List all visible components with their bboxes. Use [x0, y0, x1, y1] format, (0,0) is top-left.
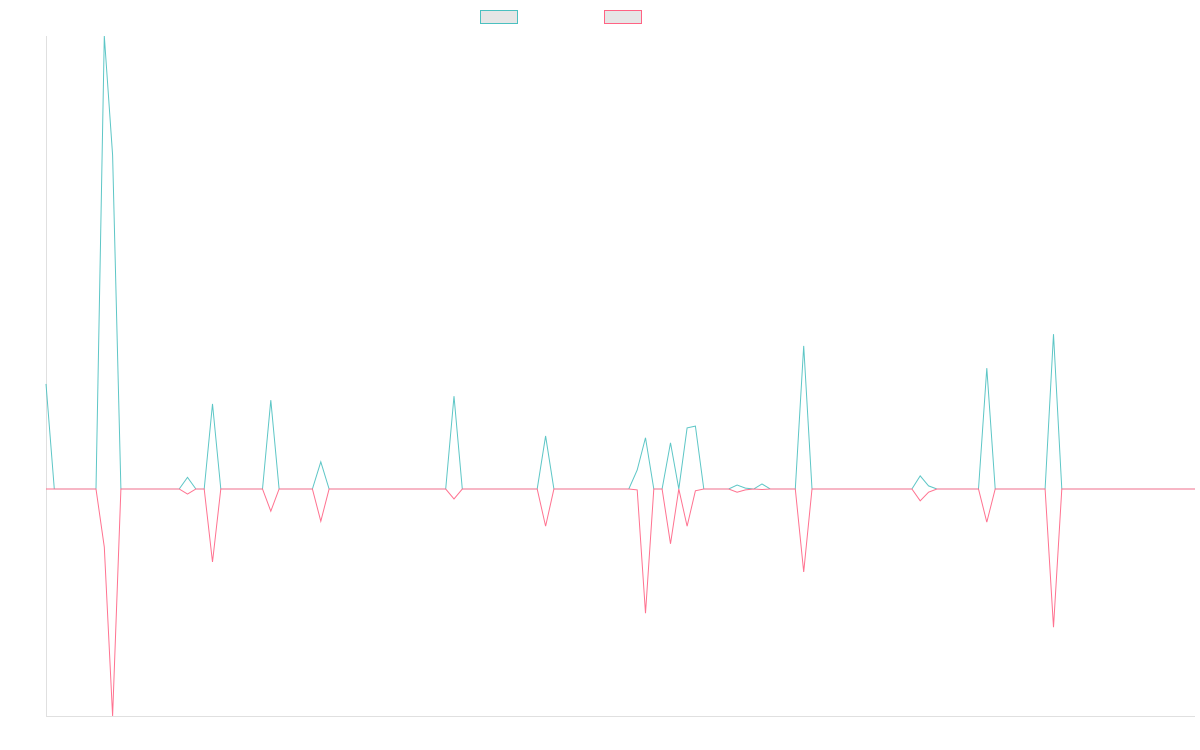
series-1-line — [45, 35, 1195, 490]
legend-swatch-series-1[interactable] — [480, 10, 518, 24]
legend-swatch-series-2[interactable] — [604, 10, 642, 24]
series-2-line — [46, 488, 1195, 717]
